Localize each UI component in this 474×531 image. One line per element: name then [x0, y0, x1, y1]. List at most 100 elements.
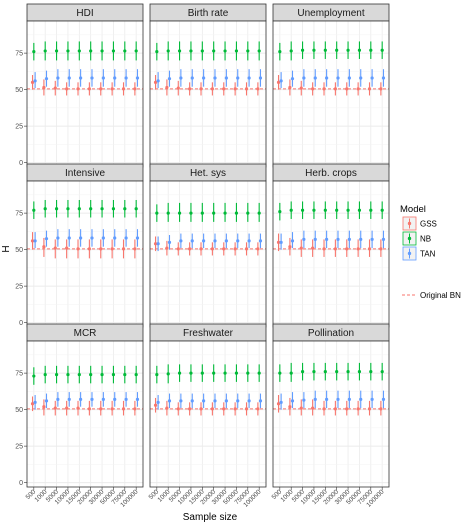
data-point-tan — [113, 236, 117, 240]
data-point-gss — [65, 406, 69, 410]
data-point-gss — [87, 247, 91, 251]
facet-title: Intensive — [65, 168, 105, 179]
data-point-gss — [333, 87, 337, 91]
data-point-gss — [121, 247, 126, 251]
y-tick-label: 75 — [15, 371, 23, 378]
legend: Model GSS NB TAN Original BN — [400, 204, 461, 300]
data-point-nb — [54, 207, 59, 211]
data-point-gss — [276, 240, 281, 244]
data-point-gss — [299, 406, 303, 410]
legend-key-point — [407, 236, 412, 241]
data-point-gss — [276, 80, 281, 84]
data-point-tan — [190, 76, 194, 80]
data-point-tan — [325, 397, 329, 401]
facet-panel-1: HDI 0 25 50 75 — [15, 3, 144, 168]
data-point-gss — [53, 246, 57, 250]
data-point-nb — [111, 372, 116, 377]
data-point-tan — [124, 397, 128, 401]
data-point-gss — [176, 86, 180, 90]
data-point-tan — [347, 397, 351, 401]
data-point-nb — [111, 49, 116, 53]
data-point-gss — [367, 407, 372, 411]
x-axis-title: Sample size — [183, 512, 238, 523]
data-point-gss — [299, 86, 303, 90]
data-point-tan — [336, 76, 340, 80]
data-point-tan — [33, 400, 37, 404]
data-point-nb — [32, 208, 36, 212]
data-point-gss — [53, 86, 57, 90]
data-point-nb — [312, 370, 316, 374]
data-point-gss — [121, 407, 126, 411]
data-point-gss — [87, 87, 91, 91]
data-point-tan — [190, 399, 194, 403]
facet-title: Unemployment — [297, 8, 364, 19]
data-point-nb — [380, 370, 384, 374]
data-point-gss — [311, 87, 315, 91]
data-point-tan — [224, 399, 228, 403]
data-point-nb — [223, 49, 227, 53]
data-point-tan — [67, 236, 71, 240]
data-point-tan — [302, 398, 306, 402]
data-point-gss — [165, 406, 169, 410]
data-point-nb — [234, 49, 239, 53]
data-point-gss — [345, 247, 349, 251]
data-point-tan — [90, 397, 94, 401]
data-point-gss — [110, 247, 114, 251]
legend-title: Model — [400, 204, 426, 215]
data-point-tan — [79, 397, 83, 401]
data-point-tan — [370, 76, 374, 80]
data-point-gss — [188, 407, 192, 411]
data-point-gss — [188, 87, 192, 91]
data-point-nb — [66, 372, 70, 377]
data-point-tan — [56, 236, 60, 240]
data-point-nb — [134, 372, 138, 377]
data-point-gss — [99, 247, 103, 251]
data-point-nb — [100, 372, 104, 377]
data-point-tan — [370, 397, 374, 401]
data-point-nb — [357, 370, 362, 374]
data-point-tan — [313, 237, 317, 241]
data-point-nb — [166, 372, 170, 376]
facet-title: Birth rate — [188, 8, 229, 19]
data-point-tan — [135, 236, 140, 240]
data-point-tan — [325, 76, 329, 80]
data-point-nb — [380, 208, 384, 212]
data-point-gss — [76, 406, 80, 410]
data-point-nb — [89, 207, 93, 211]
data-point-gss — [276, 402, 281, 406]
data-point-gss — [76, 87, 80, 91]
data-point-nb — [278, 50, 282, 54]
data-point-gss — [299, 246, 303, 250]
data-point-gss — [176, 247, 180, 251]
data-point-nb — [155, 211, 159, 215]
data-point-nb — [123, 49, 127, 53]
data-point-gss — [199, 87, 203, 91]
data-point-nb — [300, 370, 305, 374]
data-point-nb — [100, 49, 104, 53]
data-point-nb — [166, 49, 170, 53]
data-point-tan — [290, 77, 295, 81]
data-point-tan — [33, 239, 37, 243]
data-point-nb — [212, 211, 216, 215]
data-point-nb — [212, 371, 216, 375]
data-point-nb — [289, 49, 293, 53]
data-point-gss — [222, 87, 226, 91]
data-point-gss — [356, 247, 360, 251]
data-point-nb — [246, 371, 250, 375]
data-point-tan — [156, 400, 160, 404]
data-point-nb — [346, 370, 350, 374]
data-point-nb — [278, 210, 282, 214]
data-point-gss — [42, 245, 46, 249]
data-point-nb — [123, 372, 127, 377]
facet-panel-9: Pollination50010005000100001500020000300… — [271, 323, 390, 509]
data-point-tan — [359, 397, 363, 401]
data-point-tan — [33, 79, 37, 83]
data-point-gss — [222, 407, 226, 411]
data-point-nb — [43, 49, 47, 53]
y-tick-label: 25 — [15, 124, 23, 131]
data-point-nb — [335, 48, 339, 52]
data-point-tan — [302, 237, 306, 241]
data-point-gss — [165, 246, 169, 250]
data-point-nb — [166, 211, 170, 215]
